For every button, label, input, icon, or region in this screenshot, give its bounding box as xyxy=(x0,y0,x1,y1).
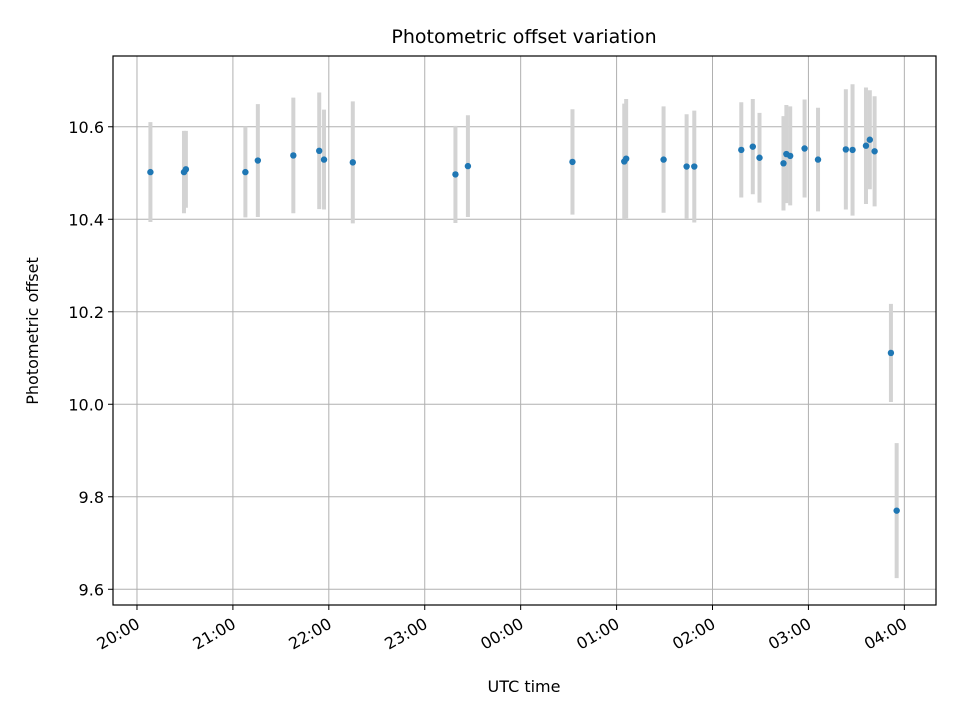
y-tick-label: 9.6 xyxy=(79,580,104,599)
data-point xyxy=(452,171,459,178)
data-point xyxy=(780,160,787,167)
data-point xyxy=(320,156,328,163)
data-point xyxy=(866,136,874,143)
data-point xyxy=(660,156,667,163)
data-point xyxy=(290,152,297,159)
data-point xyxy=(756,154,763,161)
x-tick-label: 02:00 xyxy=(669,614,718,654)
data-point xyxy=(814,156,822,163)
x-tick-label: 00:00 xyxy=(477,614,526,654)
grid xyxy=(113,56,936,605)
data-point xyxy=(316,147,323,155)
y-tick-label: 10.6 xyxy=(68,118,104,137)
plot-frame xyxy=(112,55,937,606)
data-point xyxy=(464,162,472,170)
data-point xyxy=(893,507,900,514)
data-point xyxy=(887,349,895,357)
data-point xyxy=(182,166,190,173)
data-point xyxy=(242,168,249,176)
data-point xyxy=(254,157,262,164)
data-point xyxy=(801,145,808,152)
y-tick-label: 10.2 xyxy=(68,303,104,322)
chart-title: Photometric offset variation xyxy=(391,26,656,48)
data-point xyxy=(569,158,576,166)
data-point xyxy=(147,168,154,176)
x-tick-label: 04:00 xyxy=(861,614,910,654)
y-axis-label: Photometric offset xyxy=(23,257,42,405)
y-tick-label: 10.4 xyxy=(68,210,104,229)
y-axis: 9.6 9.8 10.0 10.2 10.4 10.6 xyxy=(68,118,113,599)
data-point xyxy=(691,163,698,170)
data-point xyxy=(862,142,870,149)
data-point xyxy=(787,152,794,160)
data-points xyxy=(147,136,900,514)
x-axis: 20:00 21:00 22:00 23:00 00:00 01:00 02:00 03:00… xyxy=(94,605,910,654)
x-tick-label: 22:00 xyxy=(285,614,334,654)
data-point xyxy=(683,163,690,170)
x-tick-label: 20:00 xyxy=(94,614,143,654)
data-point xyxy=(849,146,856,154)
data-point xyxy=(349,159,357,166)
data-point xyxy=(749,143,756,150)
y-tick-label: 10.0 xyxy=(68,395,104,414)
error-bars xyxy=(148,84,899,579)
data-point xyxy=(871,148,878,155)
y-tick-label: 9.8 xyxy=(79,488,104,507)
x-tick-label: 03:00 xyxy=(765,614,814,654)
data-point xyxy=(842,146,850,153)
x-tick-label: 01:00 xyxy=(573,614,622,654)
x-axis-label: UTC time xyxy=(488,677,561,696)
x-tick-label: 23:00 xyxy=(381,614,430,654)
data-point xyxy=(738,146,745,154)
data-point xyxy=(622,155,630,162)
x-tick-label: 21:00 xyxy=(189,614,238,654)
